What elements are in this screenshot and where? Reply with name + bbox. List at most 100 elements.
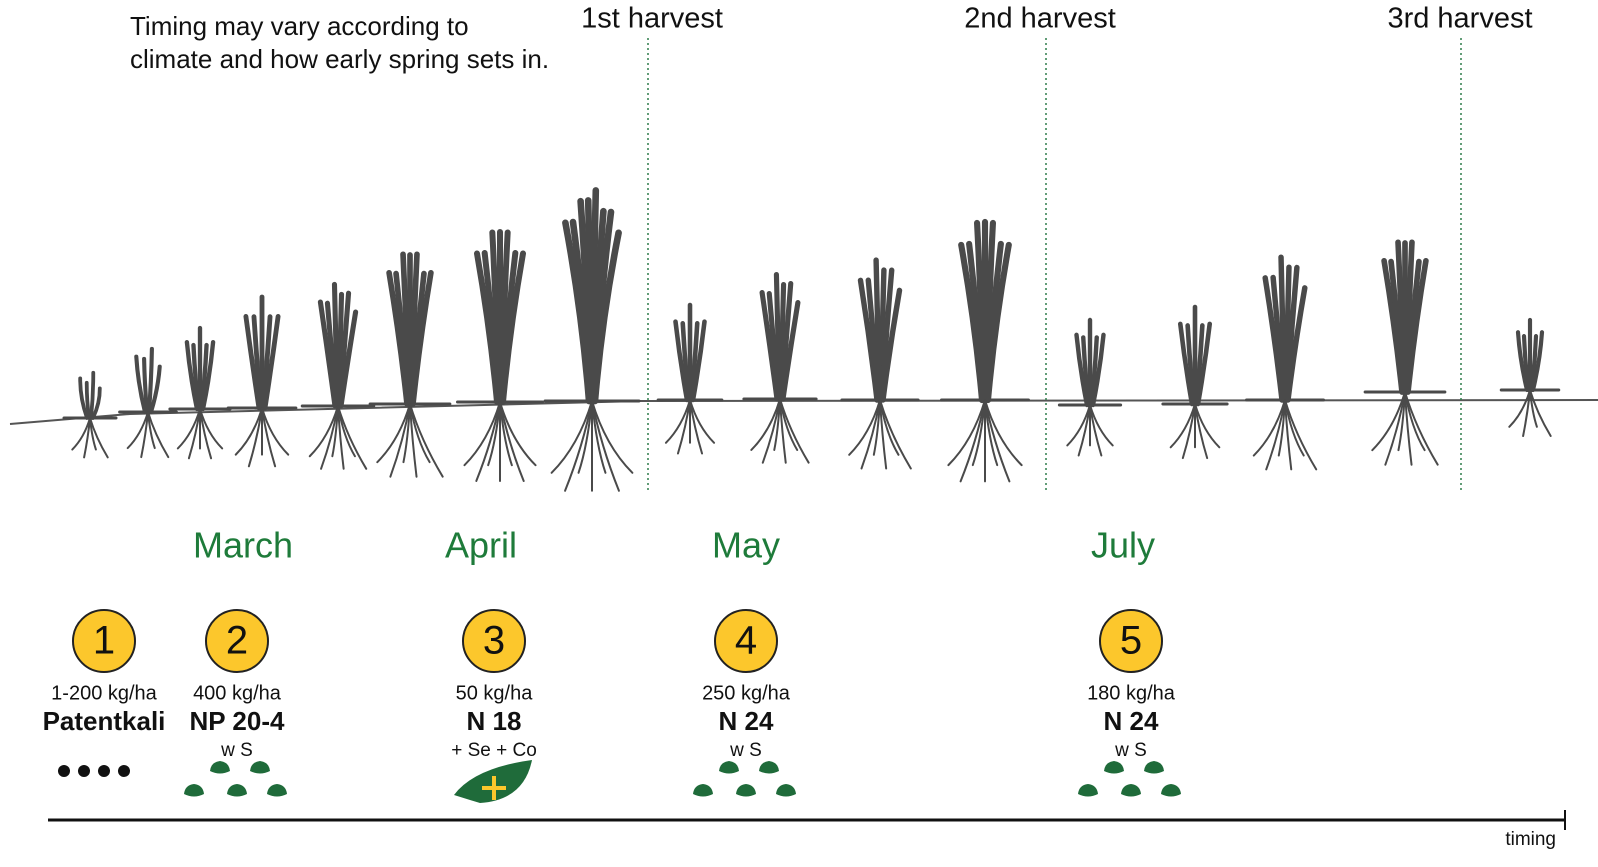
plant xyxy=(226,294,298,468)
leaf-blade xyxy=(1090,332,1106,408)
extra: w S xyxy=(1114,740,1147,761)
plus-icon xyxy=(482,776,506,800)
month-label: March xyxy=(193,525,293,566)
product: N 24 xyxy=(1104,706,1159,736)
root xyxy=(577,400,593,474)
plant xyxy=(1161,304,1229,460)
root xyxy=(1404,391,1439,466)
step-number: 4 xyxy=(735,619,757,663)
root xyxy=(89,417,109,459)
drop-icon xyxy=(759,761,779,774)
leaf-blade xyxy=(690,319,707,403)
leaf-blade xyxy=(1285,285,1308,403)
extra: + Se + Co xyxy=(451,740,537,761)
plant xyxy=(456,229,544,482)
axis-label: timing xyxy=(1505,829,1556,850)
root xyxy=(1529,389,1552,437)
plant xyxy=(168,325,232,460)
dot-icon xyxy=(98,765,110,777)
plant xyxy=(1245,254,1325,471)
drop-icon xyxy=(1144,761,1164,774)
rate: 180 kg/ha xyxy=(1087,682,1176,704)
root xyxy=(1077,404,1091,457)
harvest-label: 3rd harvest xyxy=(1387,3,1532,35)
product: N 18 xyxy=(467,706,522,736)
step-number: 3 xyxy=(483,619,505,663)
root xyxy=(947,399,986,467)
extra: w S xyxy=(729,740,762,761)
leaf-blade xyxy=(148,364,162,415)
leaf-blade xyxy=(200,340,216,412)
drop-icon xyxy=(184,784,204,797)
root xyxy=(1089,404,1114,447)
root xyxy=(409,403,444,478)
rate: 400 kg/ha xyxy=(193,682,282,704)
root xyxy=(676,399,691,455)
root xyxy=(971,399,986,467)
plant xyxy=(543,187,641,492)
leaf-blade xyxy=(1195,321,1213,407)
leaf-blade xyxy=(1405,258,1429,395)
dot-icon xyxy=(118,765,130,777)
leaf-blade xyxy=(89,370,96,420)
leaf-blade xyxy=(1530,330,1545,393)
drop-icon xyxy=(210,761,230,774)
root xyxy=(689,399,716,444)
leaf-blade xyxy=(78,376,89,420)
step-circle xyxy=(714,609,778,673)
root xyxy=(984,399,1023,467)
step-number: 2 xyxy=(226,619,248,663)
harvest-label: 2nd harvest xyxy=(964,3,1116,35)
rate: 50 kg/ha xyxy=(456,682,534,704)
root xyxy=(475,401,501,482)
plant xyxy=(368,251,452,478)
harvest-label: 1st harvest xyxy=(581,3,723,35)
month-label: May xyxy=(712,525,780,566)
rate: 250 kg/ha xyxy=(702,682,791,704)
drop-icon xyxy=(776,784,796,797)
root xyxy=(879,399,912,470)
note-line: climate and how early spring sets in. xyxy=(130,44,549,74)
step-circle xyxy=(1099,609,1163,673)
leaf-blade xyxy=(780,300,801,402)
leaf-blade xyxy=(142,356,150,415)
leaf-blade xyxy=(262,314,281,411)
leaf-blade xyxy=(146,346,154,415)
month-label: April xyxy=(445,525,517,566)
product: NP 20-4 xyxy=(190,706,285,736)
root xyxy=(199,408,224,450)
leaf-blade xyxy=(880,287,903,403)
root xyxy=(591,400,634,474)
plant xyxy=(1499,317,1561,437)
extra: w S xyxy=(220,740,253,761)
root xyxy=(1194,403,1221,449)
plant xyxy=(940,218,1030,483)
rate: 1-200 kg/ha xyxy=(51,682,158,704)
note-line: Timing may vary according to xyxy=(130,11,469,41)
step-circle xyxy=(72,609,136,673)
drop-icon xyxy=(267,784,287,797)
root xyxy=(499,401,537,467)
leaf-blade xyxy=(134,354,148,415)
plant xyxy=(656,302,724,455)
drop-icon xyxy=(1104,761,1124,774)
drop-icon xyxy=(227,784,247,797)
drop-icon xyxy=(1078,784,1098,797)
root xyxy=(187,408,201,460)
plant xyxy=(1057,317,1123,457)
step-number: 1 xyxy=(93,619,115,663)
root xyxy=(261,407,290,456)
leaf-blade xyxy=(91,386,102,420)
root xyxy=(147,411,170,459)
leaf-blade xyxy=(500,250,526,405)
drop-icon xyxy=(250,761,270,774)
drop-icon xyxy=(693,784,713,797)
month-label: July xyxy=(1091,525,1155,566)
step-number: 5 xyxy=(1120,619,1142,663)
leaf-blade xyxy=(591,229,622,405)
drop-icon xyxy=(736,784,756,797)
plant xyxy=(118,346,178,459)
leaf-blade xyxy=(410,270,434,407)
